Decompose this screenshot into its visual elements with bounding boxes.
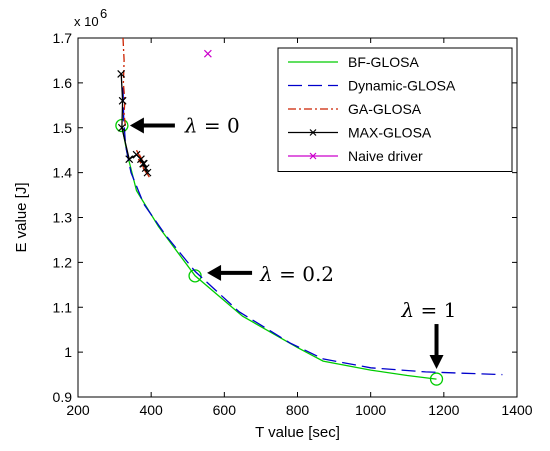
y-tick-label: 1.1: [53, 299, 73, 315]
y-tick-label: 1.7: [53, 30, 73, 46]
y-scale-exponent: 6: [100, 6, 107, 21]
legend-label-bf-glosa: BF-GLOSA: [348, 54, 419, 70]
x-tick-label: 600: [213, 402, 237, 418]
x-tick-label: 1000: [355, 402, 386, 418]
series-point-max-glosa: [141, 164, 150, 173]
series-point-max-glosa: [117, 123, 126, 132]
series-point-max-glosa: [136, 155, 145, 164]
series-point-max-glosa: [139, 159, 148, 168]
annotation-arrow-lambda-1-head: [429, 355, 444, 370]
y-scale-label: x 10: [74, 14, 99, 29]
annotation-lambda-1: λ = 1: [401, 298, 457, 322]
y-tick-label: 1.5: [53, 120, 73, 136]
legend-label-max-glosa: MAX-GLOSA: [348, 125, 432, 141]
x-tick-label: 1400: [501, 402, 532, 418]
annotation-lambda-0: λ = 0: [184, 114, 240, 138]
y-axis-label: E value [J]: [13, 182, 30, 252]
series-point-max-glosa: [143, 168, 152, 177]
annotation-arrow-lambda-02-head: [207, 264, 222, 281]
series-point-bf-glosa: [188, 269, 202, 283]
annotation-lambda-02: λ = 0.2: [259, 262, 334, 286]
series-point-max-glosa: [117, 69, 126, 78]
y-tick-label: 1.4: [53, 165, 73, 181]
plot-area: 200 400 600 800 1000 1200 1400 0.9 1 1.1 1.2 1.3 1.4…: [13, 6, 533, 441]
annotation-arrow-lambda-0-head: [129, 117, 144, 134]
y-tick-label: 1: [64, 344, 72, 360]
legend-label-naive-driver: Naive driver: [348, 148, 423, 164]
x-axis-label: T value [sec]: [255, 424, 340, 441]
series-point-naive-driver: [203, 49, 212, 58]
legend-marker-naive-driver: [309, 152, 317, 160]
series-point-bf-glosa: [429, 372, 444, 386]
series-line-dynamic-glosa: [122, 87, 503, 376]
x-tick-label: 200: [66, 402, 90, 418]
legend-label-dynamic-glosa: Dynamic-GLOSA: [348, 78, 456, 94]
series-cluster-ga-glosa: [137, 158, 150, 178]
series-line-ga-glosa: [122, 37, 127, 128]
series-point-max-glosa: [118, 96, 127, 105]
series-cluster-ga-glosa: [135, 149, 142, 160]
y-tick-label: 1.3: [53, 210, 73, 226]
legend-label-ga-glosa: GA-GLOSA: [348, 101, 422, 117]
y-tick-label: 1.6: [53, 75, 73, 91]
legend-marker-max-glosa: [309, 129, 317, 136]
x-tick-label: 800: [286, 402, 310, 418]
x-tick-label: 400: [139, 402, 163, 418]
y-tick-label: 1.2: [53, 254, 73, 270]
legend-box: [277, 47, 513, 172]
y-tick-label: 0.9: [53, 389, 73, 405]
x-tick-label: 1200: [428, 402, 459, 418]
series-point-max-glosa: [125, 155, 134, 164]
